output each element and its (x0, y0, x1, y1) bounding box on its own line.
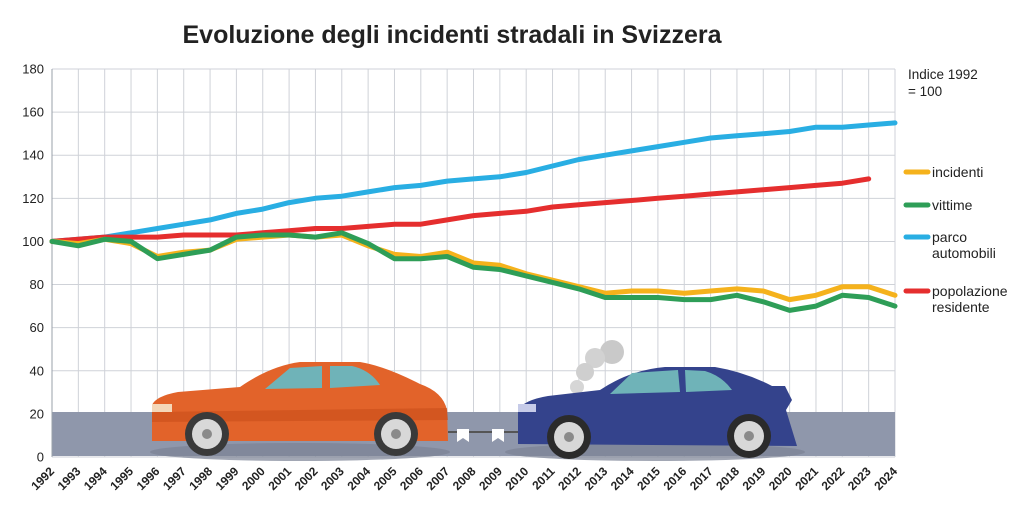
legend-label: residente (932, 299, 990, 315)
x-tick-label: 1995 (107, 464, 136, 493)
x-tick-label: 2002 (292, 464, 321, 493)
x-tick-label: 2020 (766, 464, 795, 493)
index-note-line-2: = 100 (908, 84, 942, 99)
y-tick-label: 60 (30, 320, 44, 335)
chart-title: Evoluzione degli incidenti stradali in S… (182, 21, 722, 49)
x-tick-label: 2024 (871, 464, 900, 493)
y-tick-label: 80 (30, 277, 44, 292)
series-line-parco-automobili (49, 120, 898, 244)
x-tick-label: 2023 (845, 464, 874, 493)
y-tick-label: 40 (30, 363, 44, 378)
x-tick-label: 2007 (423, 464, 452, 493)
x-tick-label: 2008 (450, 464, 479, 493)
x-tick-label: 1994 (81, 464, 110, 493)
x-tick-label: 2003 (318, 464, 347, 493)
x-tick-label: 1996 (134, 464, 163, 493)
x-tick-label: 2006 (397, 464, 426, 493)
legend-label: vittime (932, 197, 973, 213)
x-tick-label: 1993 (55, 464, 84, 493)
series-line-popolazione-residente (49, 176, 872, 244)
y-tick-label: 140 (22, 148, 44, 163)
x-tick-label: 2012 (555, 464, 584, 493)
index-note-line-1: Indice 1992 (908, 67, 978, 82)
x-tick-label: 2015 (634, 464, 663, 493)
legend-label: automobili (932, 245, 996, 261)
x-tick-label: 2022 (819, 464, 848, 493)
series-lines (49, 120, 898, 313)
x-tick-label: 2000 (239, 464, 268, 493)
legend-label: incidenti (932, 164, 983, 180)
x-tick-label: 2013 (582, 464, 611, 493)
tow-markers (448, 429, 520, 442)
legend-label: popolazione (932, 283, 1008, 299)
car-shadow-left (150, 443, 450, 461)
x-tick-label: 2005 (371, 464, 400, 493)
x-tick-label: 1999 (213, 464, 242, 493)
series-line-vittime (49, 230, 898, 313)
car-right (518, 367, 797, 459)
x-tick-label: 1992 (28, 464, 57, 493)
x-tick-label: 2018 (713, 464, 742, 493)
y-tick-label: 180 (22, 62, 44, 77)
x-tick-label: 2001 (265, 464, 294, 493)
x-tick-label: 2004 (344, 464, 373, 493)
y-tick-label: 100 (22, 234, 44, 249)
x-tick-label: 2014 (608, 464, 637, 493)
x-tick-label: 2011 (529, 464, 558, 493)
crash-illustration (52, 340, 895, 461)
y-tick-label: 0 (37, 450, 44, 465)
x-tick-label: 2021 (792, 464, 821, 493)
y-tick-label: 120 (22, 191, 44, 206)
smoke (570, 340, 624, 394)
x-tick-label: 2017 (687, 464, 716, 493)
car-left (152, 362, 448, 456)
legend-label: parco (932, 229, 967, 245)
y-tick-label: 160 (22, 105, 44, 120)
x-tick-label: 2010 (503, 464, 532, 493)
x-tick-label: 2019 (740, 464, 769, 493)
y-tick-label: 20 (30, 406, 44, 421)
x-tick-label: 2009 (476, 464, 505, 493)
x-tick-label: 2016 (661, 464, 690, 493)
x-tick-label: 1998 (186, 464, 215, 493)
x-tick-label: 1997 (160, 464, 189, 493)
